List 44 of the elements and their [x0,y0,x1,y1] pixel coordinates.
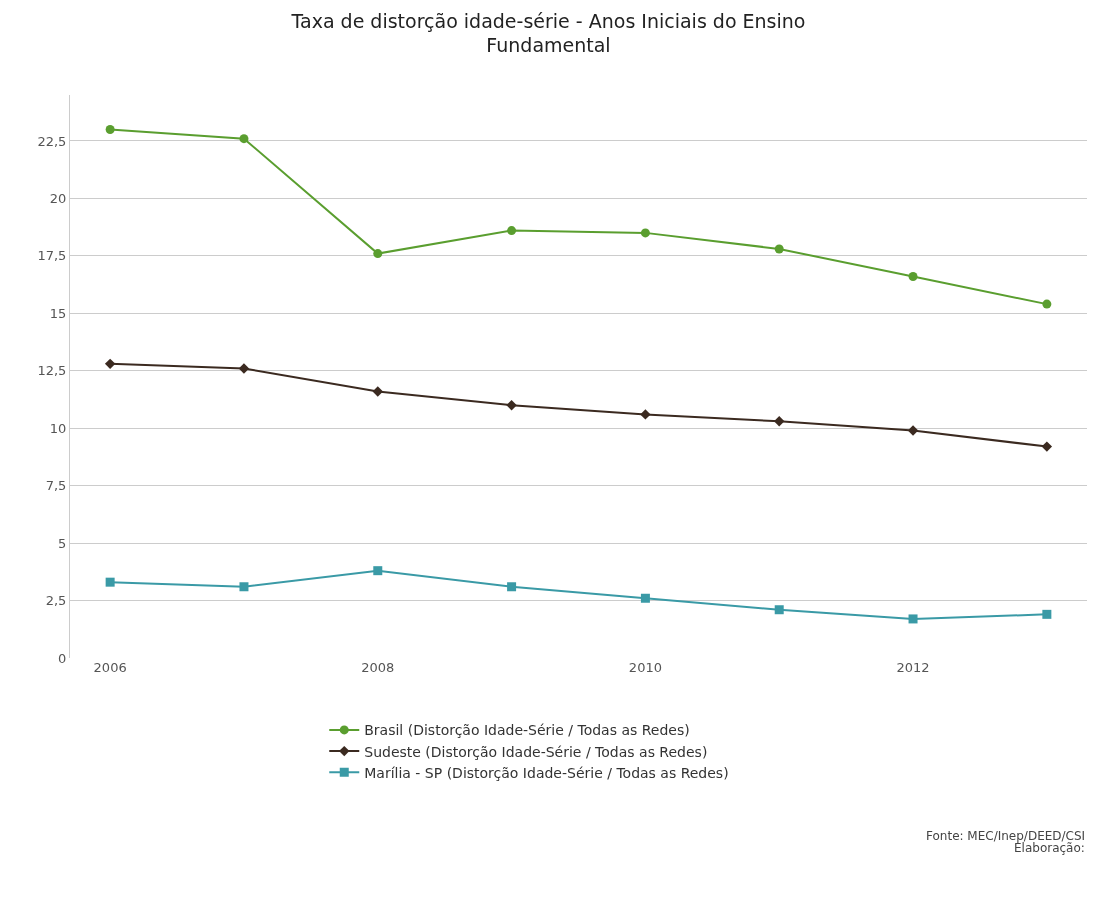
point [907,425,919,436]
point [105,124,115,134]
point [774,244,784,254]
point [1041,441,1053,452]
legend-label: Marília - SP (Distorção Idade-Série / Todas as Redes) [364,764,729,781]
point [640,228,650,238]
point [774,605,784,615]
point [238,363,250,374]
point [105,577,115,587]
point [373,249,383,259]
point [373,566,383,576]
y-tick-label: 10 [49,420,67,436]
y-tick-label: 12,5 [37,363,67,379]
point [239,134,249,144]
point [908,272,918,282]
point [1042,609,1052,619]
x-tick-label: 2006 [93,660,127,675]
y-tick-label: 22,5 [37,133,67,149]
y-tick-label: 20 [49,190,67,206]
point [507,582,517,592]
point [507,226,517,236]
legend-label: Brasil (Distorção Idade-Série / Todas as Redes) [364,722,690,739]
x-tick-label: 2010 [628,660,662,675]
y-tick-label: 5 [58,535,67,551]
y-tick-label: 7,5 [45,478,67,494]
y-tick-label: 0 [58,650,67,666]
point [1042,299,1052,309]
y-tick-label: 15 [49,305,67,321]
point [104,358,116,370]
text: Elaboração: [1014,841,1085,855]
source-note: Fonte: MEC/Inep/DEED/CSI [926,829,1086,843]
point [506,400,517,411]
point [239,582,249,592]
point [774,416,785,427]
x-tick-label: 2012 [896,660,930,675]
point [908,614,918,624]
point [372,386,383,397]
y-tick-label: 17,5 [37,248,67,264]
legend-label: Sudeste (Distorção Idade-Série / Todas as Redes) [364,743,708,760]
x-tick-label: 2008 [361,660,395,675]
point [640,593,650,603]
y-tick-label: 2,5 [45,593,67,609]
point [640,409,651,420]
chart-title: Taxa de distorção idade-série - Anos Iniciais do Ensino Fundamental [290,9,806,57]
